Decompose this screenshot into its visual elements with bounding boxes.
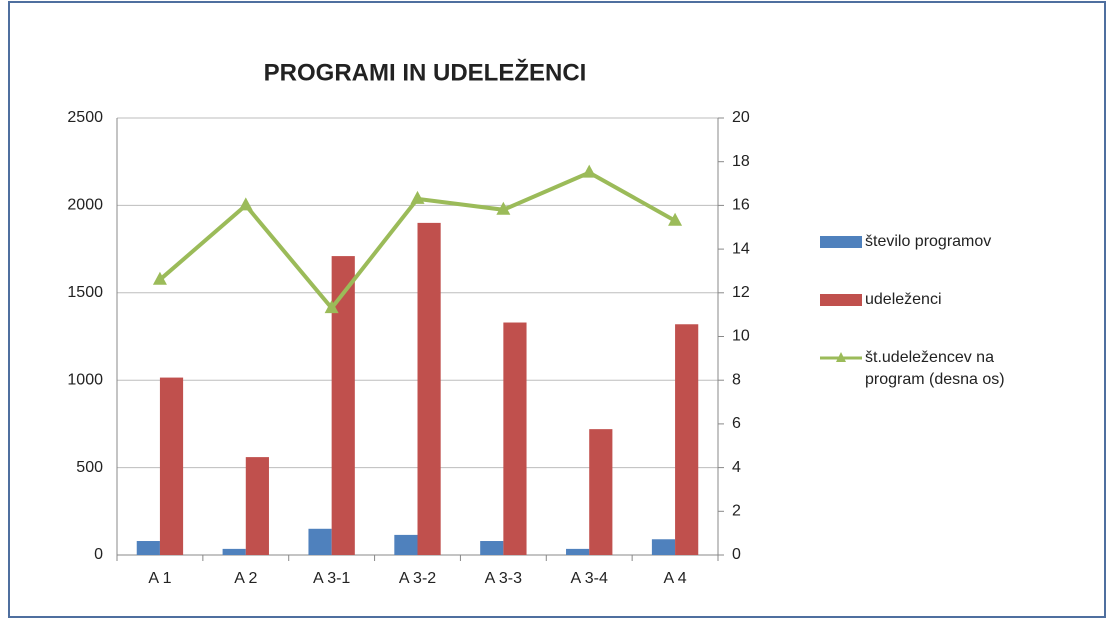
legend-label: št.udeležencev na program (desna os): [865, 349, 1005, 388]
x-tick-label: A 3-2: [399, 570, 436, 587]
bar: [566, 548, 590, 555]
y-tick-label: 1500: [67, 284, 103, 301]
x-tick-label: A 2: [234, 570, 257, 587]
bar: [651, 539, 676, 555]
y2-tick-label: 6: [732, 415, 741, 432]
marker: [238, 197, 253, 211]
bar: [222, 548, 246, 555]
marker: [152, 271, 167, 285]
y-tick-label: 2000: [67, 197, 103, 214]
bar: [503, 322, 527, 555]
y2-tick-label: 14: [732, 240, 750, 257]
y-tick-label: 0: [94, 546, 103, 563]
legend-swatch: [820, 294, 862, 306]
y-tick-label: 2500: [67, 109, 103, 126]
x-tick-label: A 1: [148, 570, 171, 587]
bar: [159, 377, 184, 555]
marker: [496, 201, 511, 215]
frame: [8, 1, 1106, 618]
x-tick-label: A 3-1: [313, 570, 350, 587]
y2-tick-label: 4: [732, 459, 741, 476]
x-tick-label: A 4: [664, 570, 687, 587]
marker: [410, 190, 425, 204]
y2-tick-label: 18: [732, 153, 750, 170]
legend-label: udeleženci: [865, 291, 942, 308]
chart-title: PROGRAMI IN UDELEŽENCI: [264, 58, 587, 86]
bar: [417, 222, 441, 555]
y2-tick-label: 12: [732, 284, 750, 301]
marker: [324, 300, 339, 314]
y-tick-label: 500: [76, 459, 103, 476]
y-tick-label: 1000: [67, 371, 103, 388]
y2-tick-label: 20: [732, 109, 750, 126]
legend-marker: [836, 352, 846, 362]
bar: [394, 534, 418, 555]
y2-tick-label: 8: [732, 371, 741, 388]
bar: [308, 528, 332, 555]
bar: [480, 541, 504, 555]
x-tick-label: A 3-3: [485, 570, 522, 587]
legend-swatch: [820, 236, 862, 248]
bar: [675, 324, 699, 555]
y2-tick-label: 2: [732, 503, 741, 520]
marker: [582, 164, 597, 178]
legend-label: število programov: [865, 233, 991, 250]
y2-tick-label: 16: [732, 197, 750, 214]
bar: [589, 429, 613, 555]
bar: [245, 457, 269, 555]
y2-tick-label: 0: [732, 546, 741, 563]
bar: [331, 256, 355, 555]
bar: [136, 541, 160, 555]
marker: [668, 212, 683, 226]
y2-tick-label: 10: [732, 328, 750, 345]
x-tick-label: A 3-4: [571, 570, 608, 587]
